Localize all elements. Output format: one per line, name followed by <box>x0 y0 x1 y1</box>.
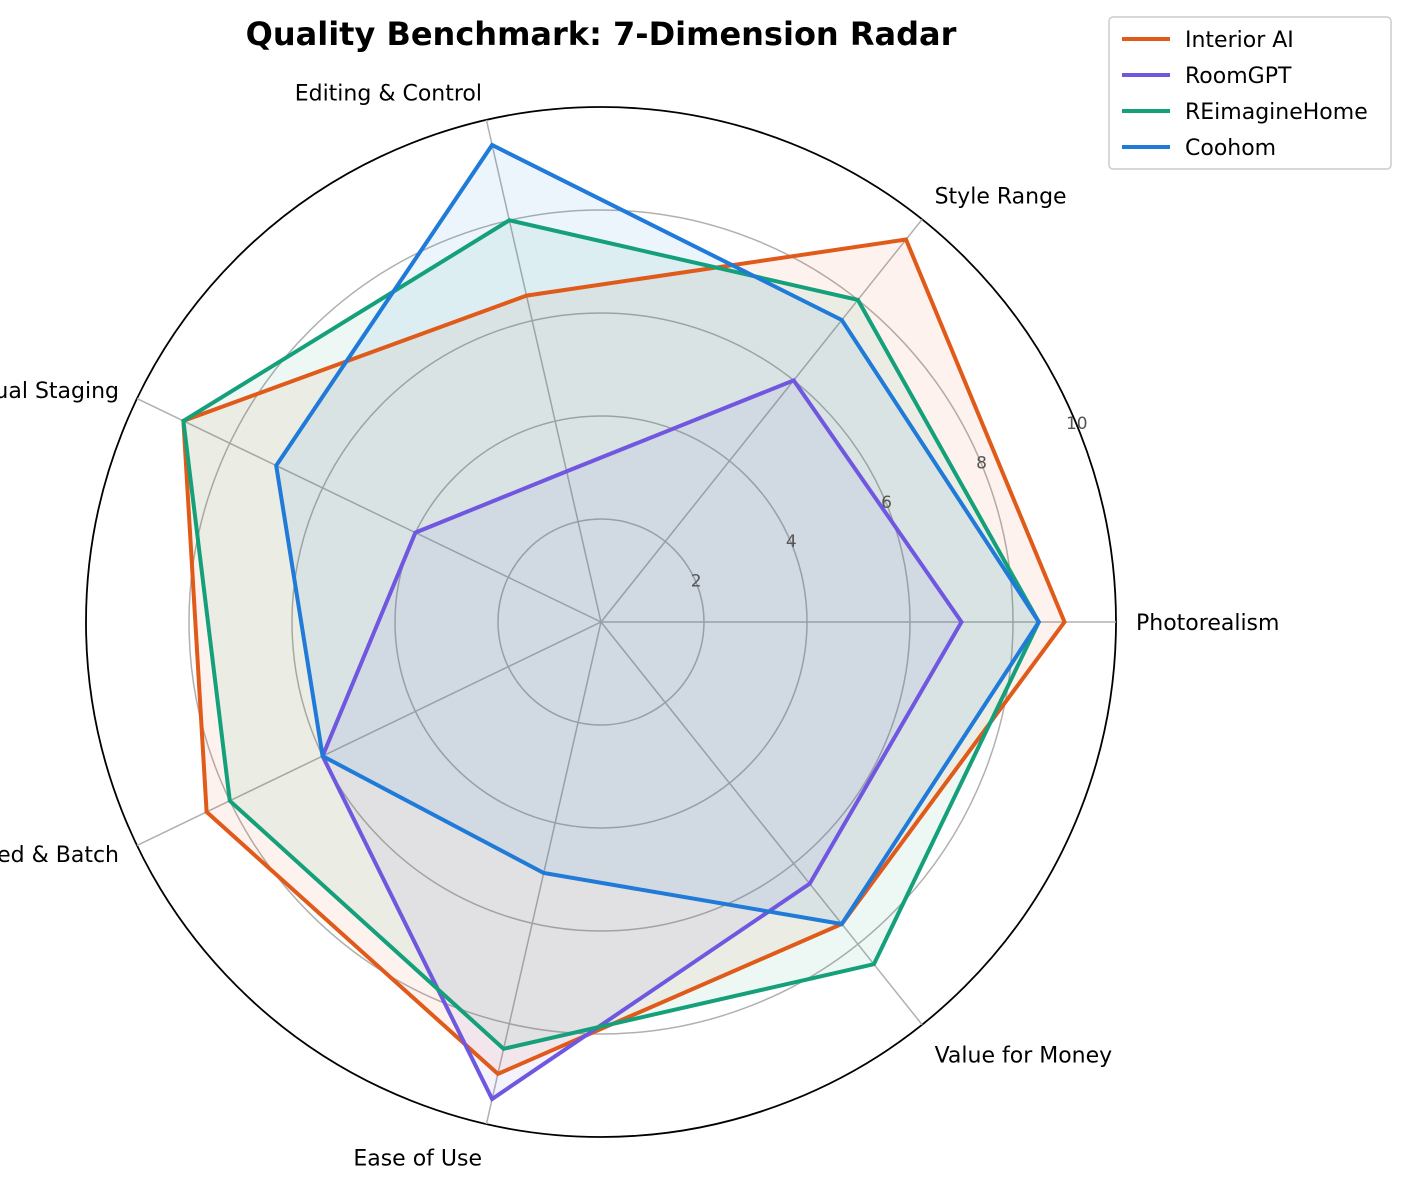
radial-tick-label-4: 4 <box>786 532 797 552</box>
radial-tick-labels: 2 4 6 8 10 <box>691 414 1088 592</box>
series-line-interior-ai <box>181 237 1067 1077</box>
radar-spoke-3 <box>136 397 602 623</box>
radial-tick-label-10: 10 <box>1066 414 1088 434</box>
radar-spoke-1 <box>600 218 923 623</box>
radial-tick-label-6: 6 <box>881 493 892 513</box>
axis-label-speed-batch: Speed & Batch <box>0 843 119 868</box>
series-line-roomgpt <box>320 377 964 1102</box>
axis-label-value-for-money: Value for Money <box>935 1043 1113 1068</box>
radar-spoke-2 <box>485 119 602 623</box>
legend-label-coohom: Coohom <box>1185 136 1276 161</box>
series-line-reimaginehome <box>181 218 1042 1051</box>
radar-grid <box>85 106 1117 1138</box>
axis-labels: Photorealism Style Range Editing & Control… <box>0 81 1279 1171</box>
radar-spoke-4 <box>136 621 602 847</box>
radar-spoke-6 <box>600 621 923 1026</box>
legend: Interior AI RoomGPT REimagineHome Coohom <box>1108 16 1392 170</box>
axis-label-style-range: Style Range <box>935 185 1067 210</box>
series-fill-coohom <box>276 145 1039 924</box>
series-fill-interior-ai <box>183 239 1065 1074</box>
axis-label-ease-of-use: Ease of Use <box>353 1147 482 1172</box>
radial-tick-label-2: 2 <box>691 572 702 592</box>
legend-label-roomgpt: RoomGPT <box>1185 64 1292 89</box>
series-fill-roomgpt <box>322 380 962 1099</box>
legend-items: Interior AI RoomGPT REimagineHome Coohom <box>1122 28 1368 161</box>
chart-title: Quality Benchmark: 7-Dimension Radar <box>246 15 957 53</box>
series-fills <box>183 145 1065 1099</box>
legend-label-interior-ai: Interior AI <box>1185 28 1294 53</box>
axis-label-editing-control: Editing & Control <box>295 81 482 106</box>
series-lines <box>181 142 1067 1102</box>
series-line-coohom <box>274 142 1042 927</box>
axis-label-photorealism: Photorealism <box>1136 611 1279 636</box>
legend-label-reimaginehome: REimagineHome <box>1185 100 1368 125</box>
legend-frame <box>1108 16 1392 170</box>
radial-tick-label-8: 8 <box>976 453 987 473</box>
axis-label-virtual-staging: Virtual Staging <box>0 379 119 404</box>
